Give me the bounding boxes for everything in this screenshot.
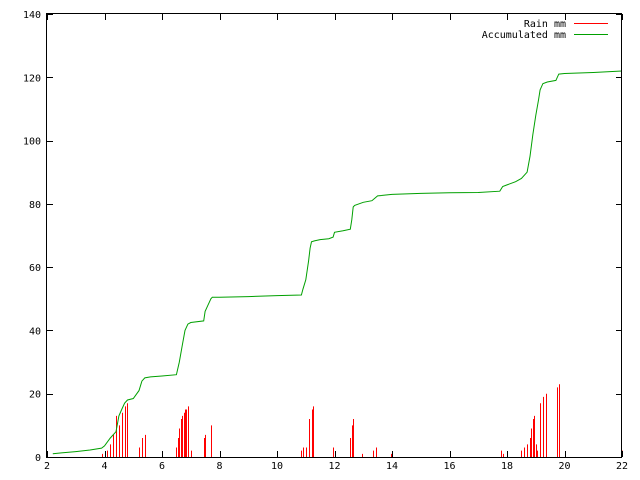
y-axis-ticks: 0 20 40 60 80 100 120 140 — [23, 10, 622, 464]
y-tick-label: 40 — [29, 326, 41, 337]
x-tick-label: 6 — [159, 461, 165, 472]
legend: Rain mm Accumulated mm — [482, 19, 608, 41]
y-tick-label: 60 — [29, 263, 41, 274]
y-tick-label: 80 — [29, 200, 41, 211]
x-tick-label: 18 — [501, 461, 513, 472]
x-tick-label: 14 — [386, 461, 398, 472]
x-tick-label: 2 — [44, 461, 50, 472]
x-tick-label: 20 — [558, 461, 570, 472]
x-tick-label: 12 — [328, 461, 340, 472]
y-tick-label: 100 — [23, 137, 41, 148]
x-tick-label: 8 — [216, 461, 222, 472]
legend-label-accumulated: Accumulated mm — [482, 30, 566, 41]
y-tick-label: 120 — [23, 73, 41, 84]
x-tick-label: 16 — [443, 461, 455, 472]
legend-label-rain: Rain mm — [524, 19, 566, 30]
x-axis-ticks: 2 4 6 8 10 12 14 16 18 20 22 — [44, 14, 628, 472]
y-tick-label: 140 — [23, 10, 41, 21]
y-tick-label: 0 — [35, 453, 41, 464]
rain-bars — [102, 384, 623, 457]
y-tick-label: 20 — [29, 390, 41, 401]
x-tick-label: 10 — [271, 461, 283, 472]
accumulated-line — [52, 70, 623, 455]
plot-frame — [46, 13, 622, 458]
x-tick-label: 22 — [616, 461, 628, 472]
x-tick-label: 4 — [101, 461, 107, 472]
